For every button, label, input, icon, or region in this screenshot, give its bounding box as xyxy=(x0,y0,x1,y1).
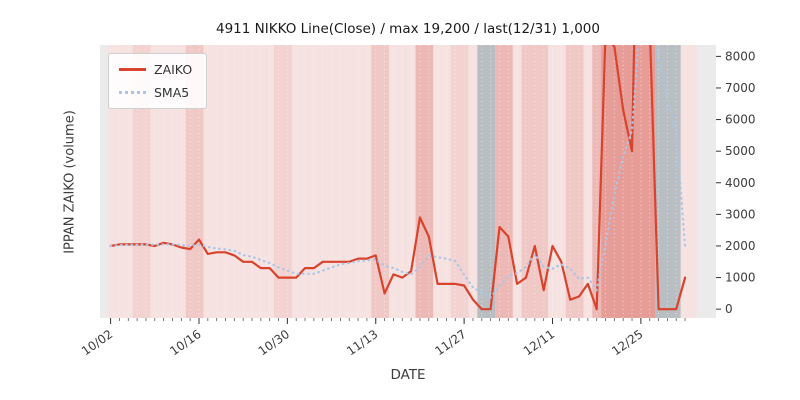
legend-item-zaiko: ZAIKO xyxy=(119,62,192,77)
y-tick-label: 6000 xyxy=(725,113,756,127)
legend-label-sma5: SMA5 xyxy=(154,85,190,100)
x-tick-label: 11/13 xyxy=(344,327,380,358)
background-band xyxy=(415,45,434,318)
y-tick-label: 8000 xyxy=(725,49,756,63)
y-tick-label: 7000 xyxy=(725,81,756,95)
background-band xyxy=(565,45,584,318)
x-axis-label: DATE xyxy=(390,367,426,383)
background-band xyxy=(601,45,656,318)
series-zaiko-line xyxy=(109,45,687,311)
legend: ZAIKO SMA5 xyxy=(108,53,208,109)
y-tick-label: 5000 xyxy=(725,144,756,158)
background-band xyxy=(100,45,108,318)
background-band xyxy=(477,45,496,318)
x-tick-label: 12/25 xyxy=(609,327,645,358)
background-band xyxy=(696,45,716,318)
y-tick-label: 3000 xyxy=(725,207,756,221)
background-band xyxy=(450,45,469,318)
x-tick-label: 10/02 xyxy=(79,327,115,358)
x-tick-label: 11/27 xyxy=(432,327,468,358)
zaiko-line-sample xyxy=(119,68,146,71)
y-axis-label: IPPAN ZAIKO (volume) xyxy=(62,110,78,254)
chart-title: 4911 NIKKO Line(Close) / max 19,200 / la… xyxy=(216,21,600,37)
x-tick-label: 10/30 xyxy=(256,327,292,358)
y-tick-label: 0 xyxy=(725,302,733,316)
y-tick-label: 4000 xyxy=(725,176,756,190)
x-tick-label: 10/16 xyxy=(167,327,203,358)
background-band xyxy=(495,45,513,318)
legend-item-sma5: SMA5 xyxy=(119,85,192,100)
x-tick-label: 12/11 xyxy=(521,327,557,358)
sma5-line-sample xyxy=(119,91,146,94)
y-tick-label: 2000 xyxy=(725,239,756,253)
y-tick-label: 1000 xyxy=(725,271,756,285)
legend-label-zaiko: ZAIKO xyxy=(154,62,193,77)
series-sma5-line xyxy=(109,45,687,299)
